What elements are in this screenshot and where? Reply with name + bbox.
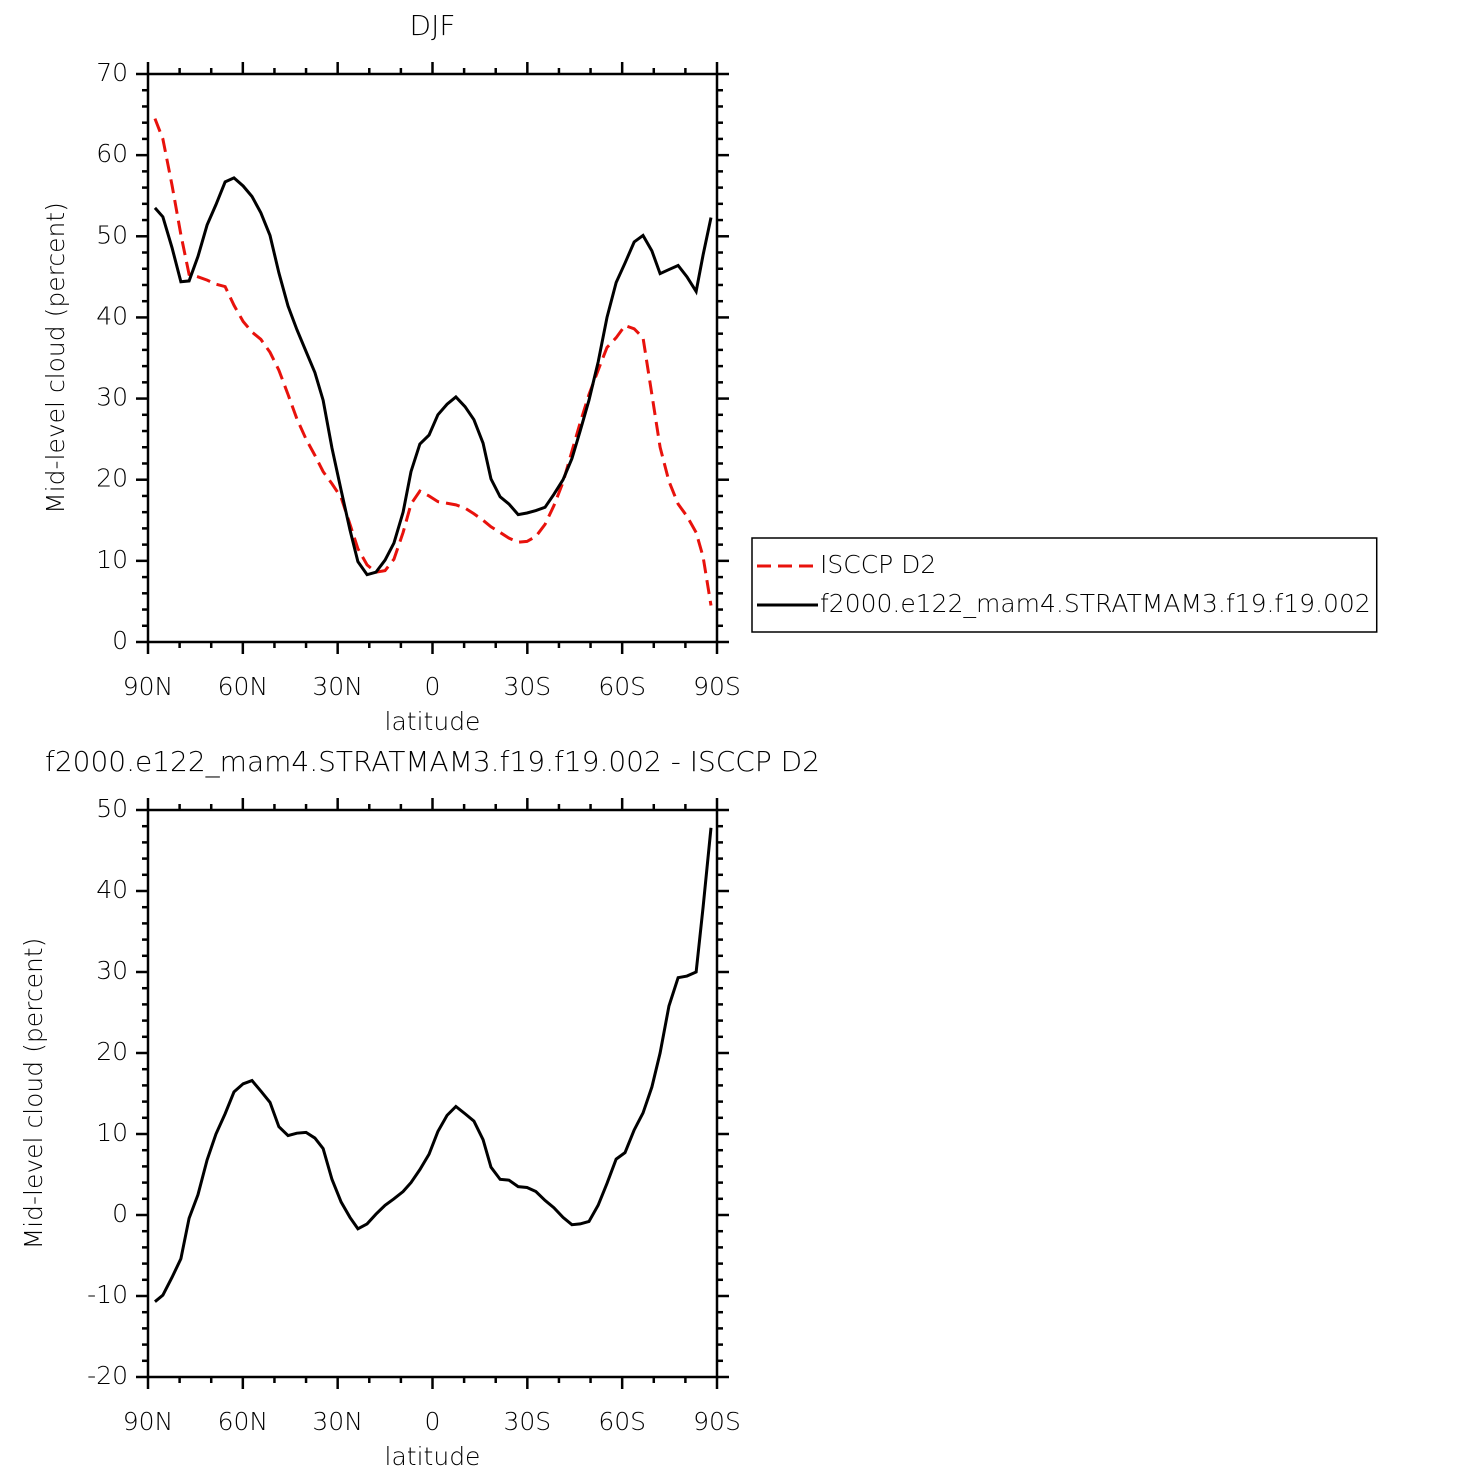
x-tick-label: 60N [218, 672, 269, 701]
legend-box [751, 537, 1378, 633]
x-tick-label: 60N [218, 1407, 269, 1436]
data-line [154, 827, 713, 1303]
y-axis-label: Mid-level cloud (percent) [41, 202, 70, 514]
x-axis-label: latitude [385, 707, 481, 736]
plot-frame [146, 72, 719, 644]
legend-label: f2000.e122_mam4.STRATMAM3.f19.f19.002 [820, 589, 1371, 618]
x-tick-label: 90N [123, 672, 174, 701]
chart-title: f2000.e122_mam4.STRATMAM3.f19.f19.002 - … [45, 745, 820, 779]
y-tick-label: 30 [96, 956, 128, 985]
y-tick-label: 70 [96, 58, 128, 87]
y-tick-label: -20 [87, 1361, 128, 1390]
x-tick-label: 90S [693, 672, 741, 701]
x-tick-label: 60S [598, 1407, 646, 1436]
legend-label: ISCCP D2 [820, 550, 936, 579]
y-tick-label: 10 [96, 1118, 128, 1147]
x-tick-label: 30N [312, 672, 363, 701]
y-tick-label: 10 [96, 545, 128, 574]
x-tick-label: 90S [693, 1407, 741, 1436]
y-tick-label: 0 [112, 626, 128, 655]
x-tick-label: 0 [425, 672, 441, 701]
x-tick-label: 30N [312, 1407, 363, 1436]
data-line [153, 118, 713, 606]
y-axis-label: Mid-level cloud (percent) [19, 938, 48, 1250]
y-tick-label: 0 [112, 1199, 128, 1228]
x-tick-label: 0 [425, 1407, 441, 1436]
x-tick-label: 60S [598, 672, 646, 701]
x-tick-label: 30S [503, 1407, 551, 1436]
y-tick-label: 50 [96, 794, 128, 823]
data-line [153, 176, 713, 577]
y-tick-label: 20 [96, 464, 128, 493]
x-axis-label: latitude [385, 1442, 481, 1471]
y-tick-label: 60 [96, 139, 128, 168]
y-tick-label: 40 [96, 301, 128, 330]
y-tick-label: 50 [96, 220, 128, 249]
chart-title: DJF [410, 9, 456, 42]
plot-frame [146, 808, 719, 1379]
y-tick-label: 40 [96, 875, 128, 904]
y-tick-label: 30 [96, 383, 128, 412]
y-tick-label: 20 [96, 1037, 128, 1066]
x-tick-label: 30S [503, 672, 551, 701]
x-tick-label: 90N [123, 1407, 174, 1436]
y-tick-label: -10 [87, 1280, 128, 1309]
